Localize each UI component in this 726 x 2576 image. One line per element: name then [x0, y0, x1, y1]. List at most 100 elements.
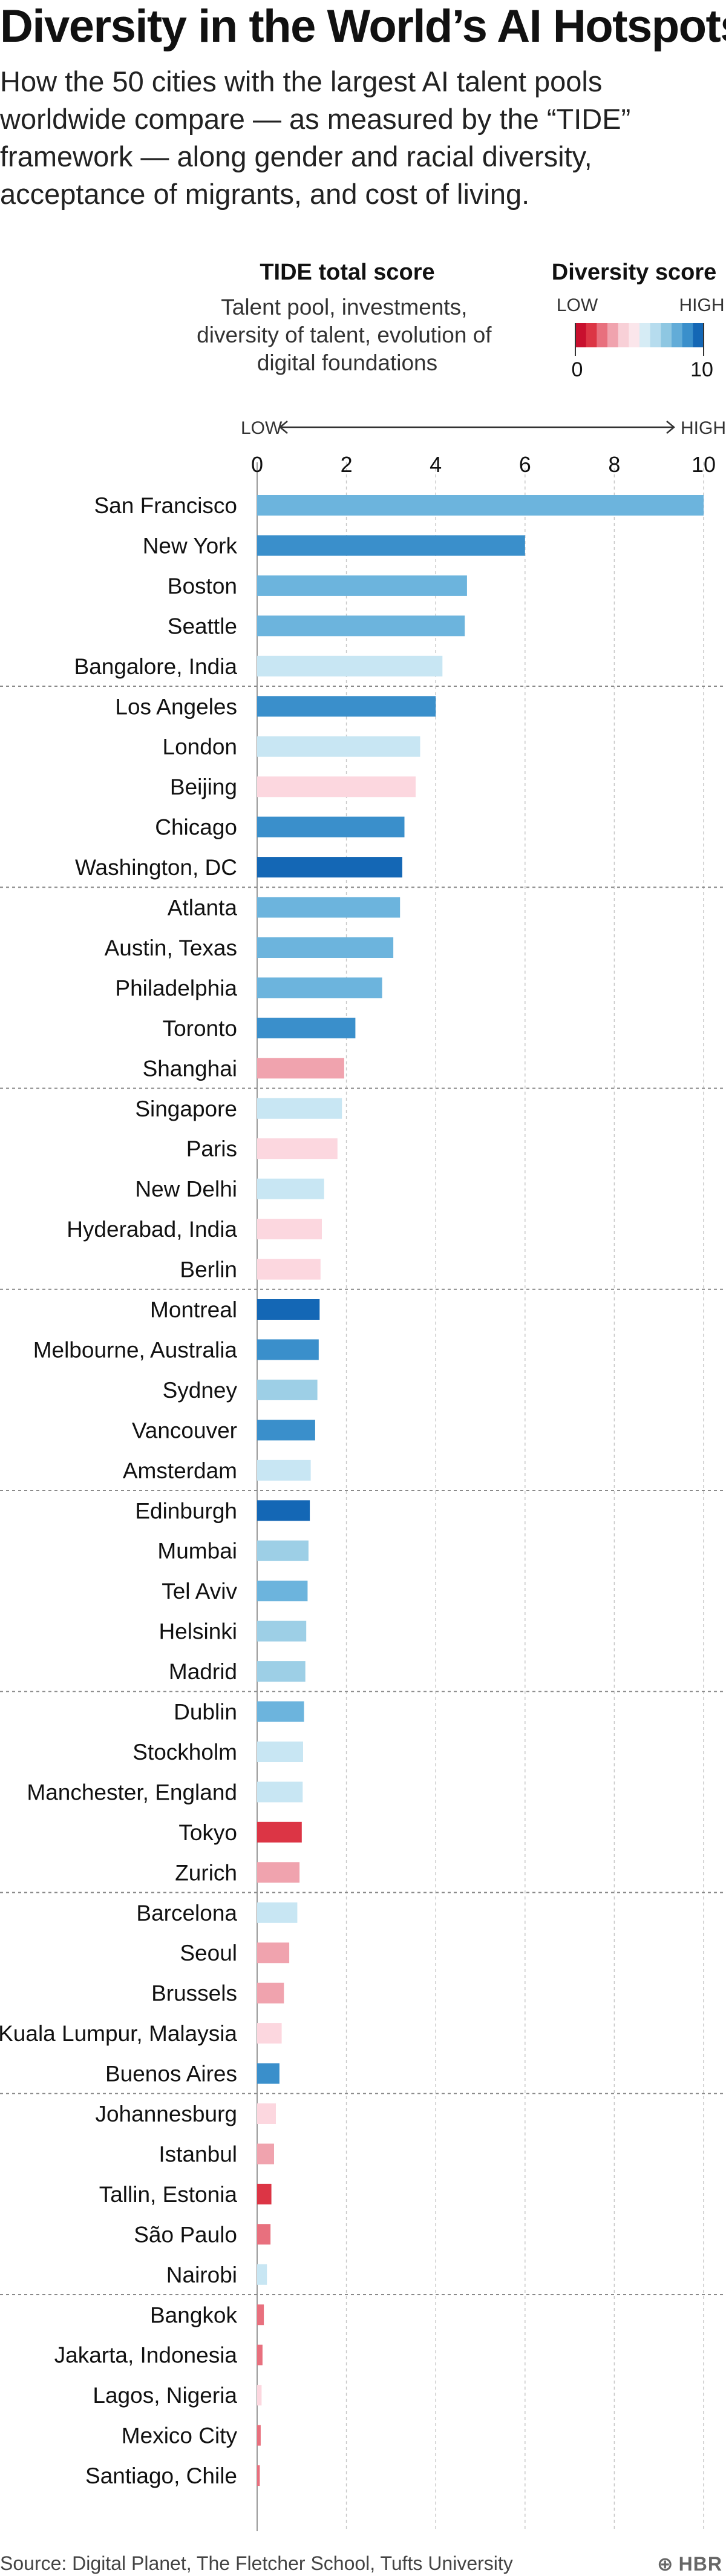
bar [257, 736, 420, 757]
city-label: Beijing [170, 775, 237, 799]
city-label: Stockholm [132, 1740, 237, 1765]
city-label: Bangalore, India [74, 654, 238, 679]
bar [257, 2143, 274, 2165]
bar [257, 816, 405, 837]
bar [257, 1420, 315, 1441]
bar [257, 1178, 324, 1199]
city-label: Dublin [174, 1700, 237, 1725]
city-label: Singapore [135, 1096, 237, 1121]
city-label: Lagos, Nigeria [93, 2383, 237, 2408]
diversity-swatch [693, 323, 704, 347]
axis-high-label: HIGH [681, 418, 726, 438]
x-tick-label: 2 [341, 452, 353, 477]
bar [257, 2063, 280, 2084]
x-axis-description-line-3: digital foundations [257, 350, 437, 375]
city-label: Johannesburg [95, 2102, 237, 2126]
city-label: Boston [168, 574, 237, 598]
bar [257, 1500, 310, 1521]
bar [257, 1862, 300, 1883]
city-label: Madrid [169, 1659, 237, 1684]
bar [257, 2264, 267, 2285]
bar [257, 1299, 320, 1320]
diversity-color-scale [575, 323, 704, 356]
bar [257, 2465, 260, 2486]
bar [257, 1138, 338, 1159]
city-label: Manchester, England [27, 1780, 237, 1804]
city-label: Jakarta, Indonesia [54, 2343, 238, 2368]
city-label: Bangkok [150, 2302, 237, 2327]
bar [257, 776, 416, 798]
x-axis-description: Talent pool, investments, diversity of t… [197, 295, 498, 375]
bar [257, 2023, 282, 2044]
diversity-legend-max: 10 [690, 358, 713, 381]
bar [257, 1781, 303, 1803]
bar [257, 857, 402, 878]
x-axis-title: TIDE total score [260, 260, 434, 285]
chart-legends: TIDE total score Talent pool, investment… [197, 260, 726, 438]
city-label: Toronto [163, 1016, 237, 1041]
city-label: Santiago, Chile [85, 2463, 237, 2488]
bar [257, 2224, 271, 2245]
bar [257, 1259, 321, 1280]
diversity-swatch [639, 323, 651, 347]
city-label: Kuala Lumpur, Malaysia [0, 2021, 237, 2046]
city-label: Melbourne, Australia [33, 1337, 238, 1362]
city-label: Istanbul [159, 2142, 237, 2167]
bar [257, 1821, 302, 1843]
city-label: Amsterdam [123, 1458, 237, 1483]
bar [257, 1902, 298, 1923]
diversity-legend-title: Diversity score [552, 260, 717, 285]
bar [257, 1339, 319, 1360]
city-label: Zurich [175, 1860, 237, 1885]
city-label: Seattle [168, 614, 237, 638]
city-label: São Paulo [134, 2222, 237, 2247]
group-separators [0, 686, 723, 2296]
city-label: Los Angeles [115, 694, 237, 719]
city-label: Washington, DC [75, 855, 237, 880]
city-label: Tallin, Estonia [99, 2182, 238, 2207]
city-label: London [163, 735, 237, 759]
bar [257, 1098, 342, 1119]
hbr-logo: ⊕ HBR [657, 2552, 722, 2575]
x-axis-ticks: 0 2 4 6 8 10 [251, 452, 716, 477]
bar [257, 1379, 318, 1400]
city-label: Austin, Texas [105, 936, 237, 960]
city-label: Mumbai [157, 1539, 237, 1564]
bar [257, 696, 436, 717]
bar [257, 897, 401, 918]
city-labels: San Francisco New York Boston Seattle Bangal… [0, 493, 237, 2488]
diversity-swatch [575, 323, 587, 347]
bar [257, 1621, 307, 1642]
bar [257, 977, 382, 998]
hbr-mark-icon: ⊕ [656, 2553, 674, 2575]
city-label: Atlanta [168, 896, 238, 920]
bar [257, 2183, 272, 2204]
city-label: Edinburgh [135, 1498, 237, 1523]
gridlines [257, 462, 704, 2531]
diversity-swatch [586, 323, 597, 347]
city-label: Hyderabad, India [67, 1217, 237, 1242]
city-label: Seoul [180, 1941, 237, 1965]
city-label: Vancouver [132, 1418, 237, 1443]
bar [257, 2385, 262, 2406]
city-label: Shanghai [143, 1056, 237, 1081]
city-label: New Delhi [135, 1177, 237, 1202]
bar [257, 615, 465, 637]
x-tick-label: 8 [608, 452, 620, 477]
city-label: Tokyo [178, 1820, 237, 1845]
low-arrow-head [279, 421, 288, 434]
city-label: Mexico City [122, 2424, 238, 2448]
diversity-swatch [672, 323, 683, 347]
bar [257, 2344, 263, 2365]
bar [257, 575, 467, 596]
diversity-swatch [629, 323, 640, 347]
city-label: Nairobi [166, 2263, 237, 2287]
bar [257, 1982, 284, 2004]
city-label: Buenos Aires [105, 2062, 237, 2086]
bar [257, 535, 525, 556]
bar [257, 1661, 306, 1682]
city-label: Sydney [163, 1378, 238, 1403]
bar [257, 1219, 322, 1240]
diversity-swatch [607, 323, 619, 347]
diversity-swatch [650, 323, 661, 347]
